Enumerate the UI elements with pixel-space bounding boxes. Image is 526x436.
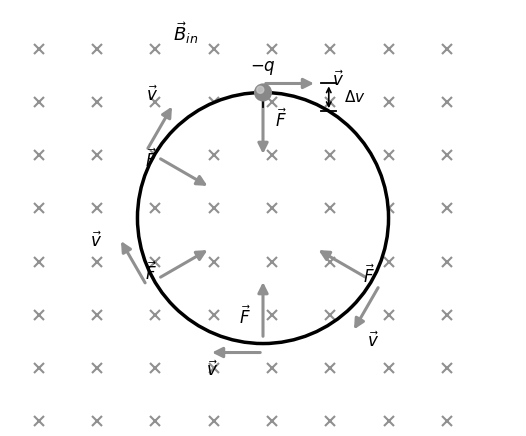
Text: $\vec{v}$: $\vec{v}$ (89, 232, 102, 252)
Text: $\vec{v}$: $\vec{v}$ (206, 361, 218, 380)
Text: $\vec{F}$: $\vec{F}$ (145, 262, 157, 284)
Text: $\vec{v}$: $\vec{v}$ (332, 71, 344, 90)
Text: $\vec{B}_{in}$: $\vec{B}_{in}$ (173, 20, 198, 46)
Text: $\vec{F}$: $\vec{F}$ (239, 305, 251, 327)
Text: $\vec{F}$: $\vec{F}$ (275, 109, 287, 131)
Text: $\vec{F}$: $\vec{F}$ (363, 265, 375, 287)
Text: $\Delta v$: $\Delta v$ (343, 89, 366, 105)
Text: $-q$: $-q$ (250, 58, 276, 77)
Text: $\vec{v}$: $\vec{v}$ (368, 331, 380, 351)
Text: $\vec{F}$: $\vec{F}$ (145, 149, 157, 171)
Text: $\vec{v}$: $\vec{v}$ (146, 85, 158, 105)
Circle shape (137, 92, 389, 344)
Circle shape (255, 84, 271, 101)
Circle shape (257, 86, 264, 93)
